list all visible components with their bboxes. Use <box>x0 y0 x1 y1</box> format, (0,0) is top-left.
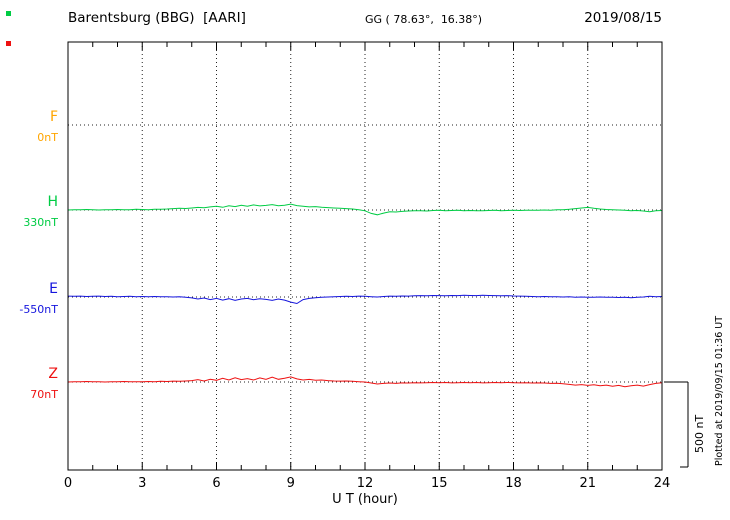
status-mark-red <box>6 41 11 46</box>
x-axis-label: U T (hour) <box>332 492 398 507</box>
geographic-coords: GG ( 78.63°, 16.38°) <box>365 13 483 26</box>
x-tick-label: 9 <box>287 476 295 491</box>
trace-z <box>67 376 663 388</box>
channel-label-h: H <box>47 194 58 210</box>
channel-baseline-e: -550nT <box>19 303 58 316</box>
x-tick-label: 15 <box>431 476 448 491</box>
scale-bar-label: 500 nT <box>693 414 706 453</box>
x-tick-label: 18 <box>505 476 522 491</box>
plotted-at-note: Plotted at 2019/09/15 01:36 UT <box>714 315 725 466</box>
plot-date: 2019/08/15 <box>584 10 662 26</box>
channel-label-z: Z <box>48 366 58 382</box>
trace-e <box>67 294 663 305</box>
station-title: Barentsburg (BBG) [AARI] <box>68 10 246 26</box>
trace-h <box>67 203 663 216</box>
x-tick-label: 12 <box>357 476 374 491</box>
x-tick-label: 3 <box>138 476 146 491</box>
channel-label-f: F <box>49 109 58 125</box>
channel-baseline-h: 330nT <box>23 216 58 229</box>
channel-baseline-f: 0nT <box>37 131 58 144</box>
x-tick-label: 0 <box>64 476 72 491</box>
status-mark-green <box>6 11 11 16</box>
channel-label-e: E <box>49 281 58 297</box>
x-tick-label: 21 <box>579 476 596 491</box>
channel-baseline-z: 70nT <box>30 388 58 401</box>
x-tick-label: 6 <box>212 476 220 491</box>
plot-frame <box>67 41 663 471</box>
x-tick-label: 24 <box>654 476 671 491</box>
